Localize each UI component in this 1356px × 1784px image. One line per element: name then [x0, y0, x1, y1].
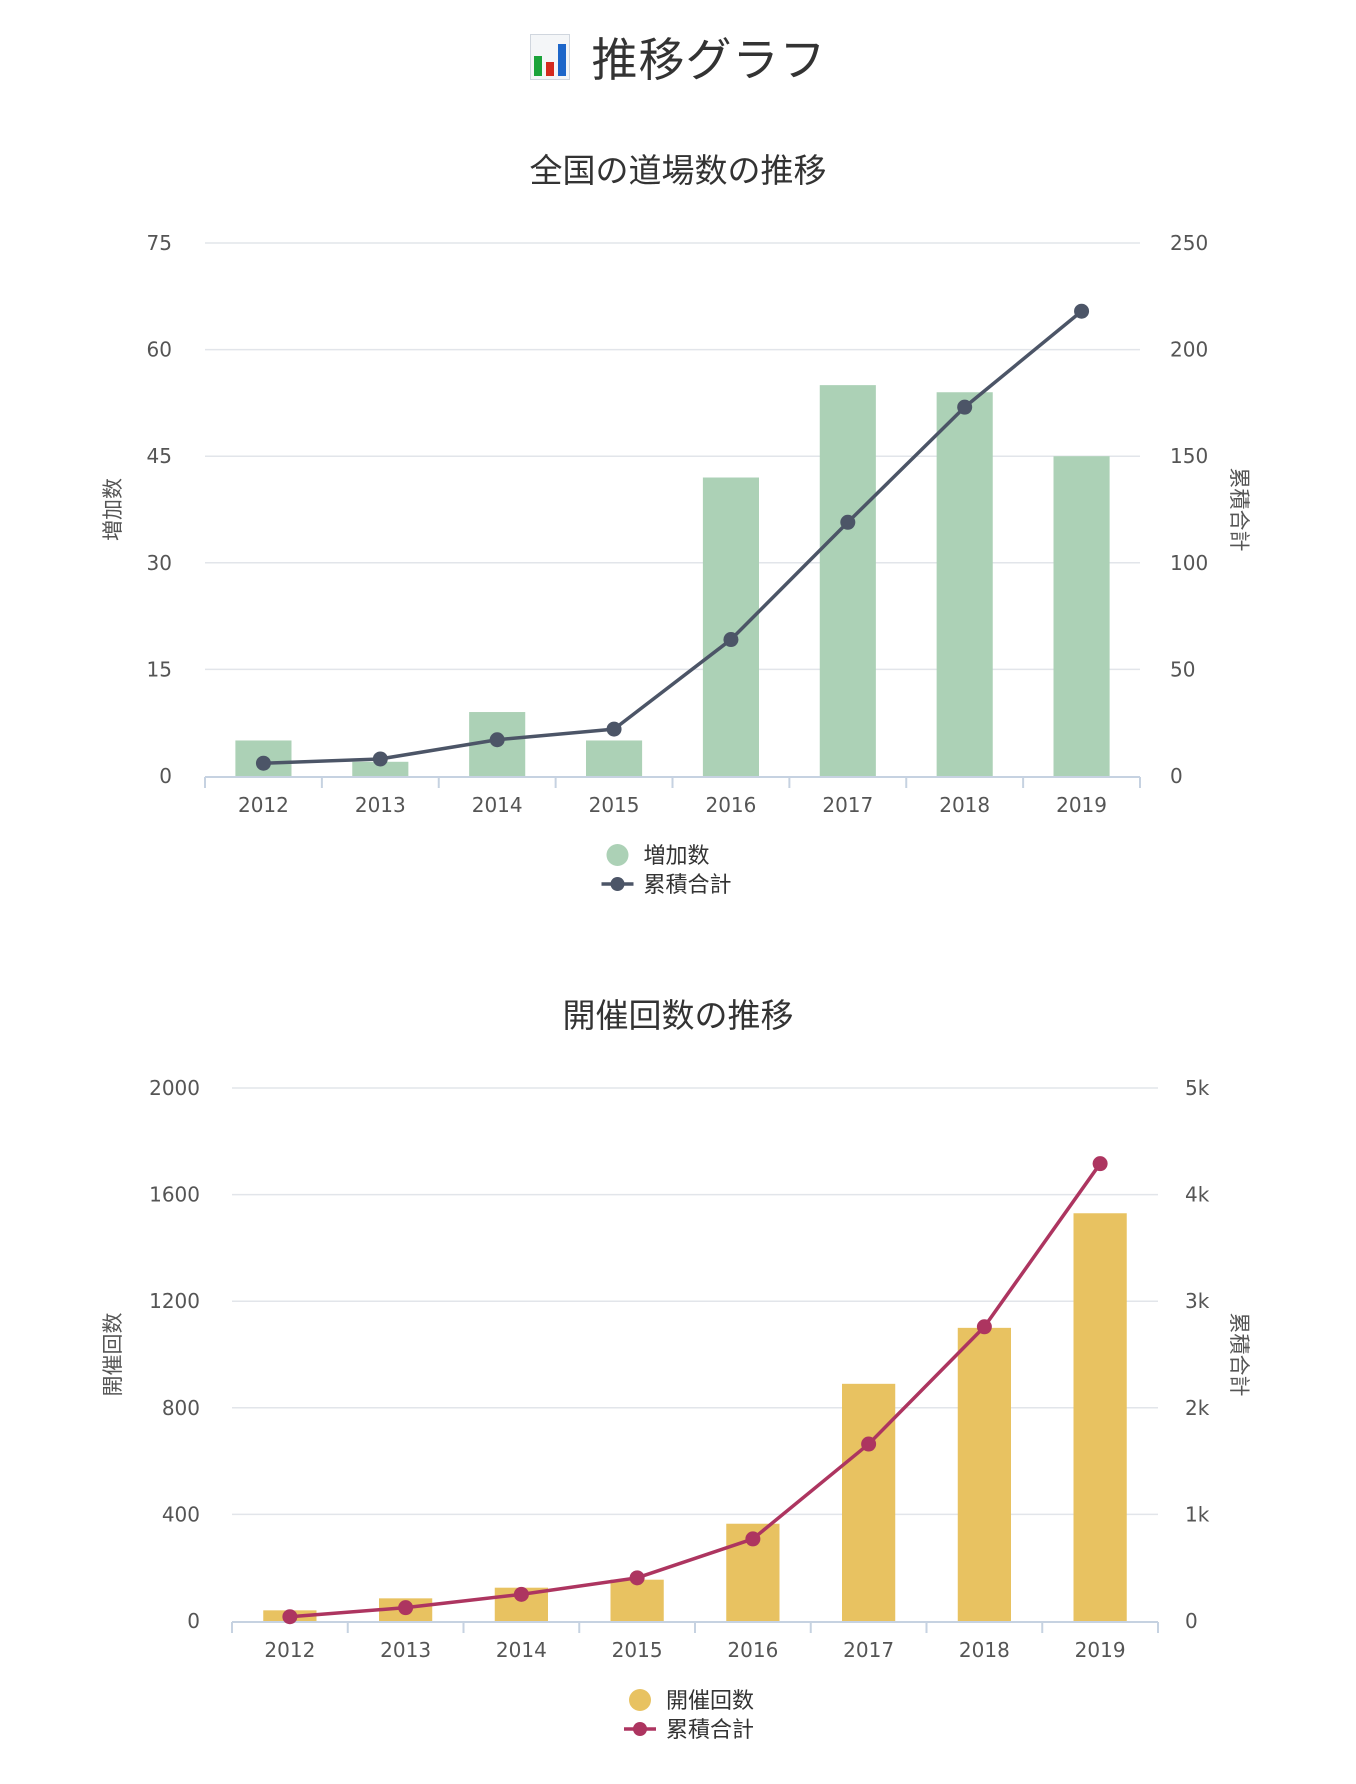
y2-tick-label: 100	[1170, 551, 1208, 575]
legend-line-marker	[610, 877, 625, 891]
x-tick-label: 2016	[705, 793, 756, 817]
legend-bar-swatch	[606, 844, 629, 866]
line-point	[1092, 1156, 1108, 1172]
line-point	[861, 1436, 877, 1452]
x-tick-label: 2016	[727, 1638, 778, 1662]
bar	[610, 1579, 664, 1621]
y-tick-label: 400	[162, 1502, 200, 1526]
y-tick-label: 75	[147, 231, 172, 255]
y2-tick-label: 150	[1170, 444, 1208, 468]
y-tick-label: 60	[147, 338, 172, 362]
series-line	[289, 1162, 1102, 1619]
line-point	[976, 1319, 992, 1335]
line-point	[723, 632, 739, 648]
line-point	[606, 721, 622, 737]
x-tick-label: 2014	[472, 793, 523, 817]
line-point	[840, 514, 856, 530]
legend-bar-label: 開催回数	[666, 1689, 754, 1714]
x-tick-label: 2013	[380, 1638, 431, 1662]
bar	[819, 385, 876, 776]
bar	[1053, 456, 1110, 776]
line-point	[255, 755, 271, 771]
y-tick-label: 2000	[149, 1076, 200, 1100]
y-tick-label: 1200	[149, 1289, 200, 1313]
page-title-group: 推移グラフ	[529, 24, 827, 90]
x-tick-label: 2018	[939, 793, 990, 817]
legend-bar-label: 増加数	[644, 844, 710, 869]
page-title: 推移グラフ	[591, 33, 827, 87]
y-tick-label: 45	[147, 444, 172, 468]
y2-tick-label: 200	[1170, 338, 1208, 362]
x-tick-label: 2014	[496, 1638, 547, 1662]
bar	[352, 761, 409, 776]
y2-tick-label: 250	[1170, 231, 1208, 255]
y2-tick-label: 5k	[1185, 1076, 1210, 1100]
legend-bar-swatch	[629, 1689, 651, 1711]
y-tick-label: 0	[187, 1609, 200, 1633]
line-point	[629, 1570, 645, 1586]
x-tick-label: 2012	[238, 793, 289, 817]
x-tick-label: 2015	[612, 1638, 663, 1662]
bar	[936, 392, 993, 776]
y-tick-label: 1600	[149, 1183, 200, 1207]
y2-axis-title: 累積合計	[1227, 468, 1251, 552]
x-tick-label: 2019	[1056, 793, 1107, 817]
chart-title: 開催回数の推移	[563, 996, 794, 1035]
legend-line-label: 累積合計	[644, 873, 732, 898]
page-header: 推移グラフ	[0, 0, 1356, 110]
y-tick-label: 0	[159, 764, 172, 788]
line-point	[745, 1531, 761, 1547]
y2-tick-label: 1k	[1185, 1502, 1210, 1526]
line-point	[372, 751, 388, 767]
bar	[702, 477, 759, 776]
x-tick-label: 2017	[843, 1638, 894, 1662]
line-point	[1074, 303, 1090, 319]
y2-tick-label: 50	[1170, 657, 1195, 681]
y-tick-label: 30	[147, 551, 172, 575]
chart-title: 全国の道場数の推移	[530, 151, 827, 190]
x-tick-label: 2019	[1075, 1638, 1126, 1662]
x-tick-label: 2013	[355, 793, 406, 817]
line-point	[489, 732, 505, 748]
chart-dojo-count: 全国の道場数の推移 0 0 15 50 30 100 45 150 60 200 75 250 増加数 累積…	[0, 130, 1356, 930]
bar	[586, 740, 643, 776]
x-tick-label: 2015	[589, 793, 640, 817]
y2-tick-label: 2k	[1185, 1396, 1210, 1420]
line-point	[957, 399, 973, 415]
line-point	[513, 1586, 529, 1602]
bar	[1073, 1213, 1127, 1621]
series-line	[263, 309, 1083, 765]
y2-axis-title: 累積合計	[1227, 1313, 1251, 1397]
chart-svg-events: 開催回数の推移 0 0 400 1k 800 2k 1200 3k 1600 4k 2000 5k 開催回…	[101, 996, 1251, 1743]
chart-event-count: 開催回数の推移 0 0 400 1k 800 2k 1200 3k 1600 4k 2000 5k 開催回…	[0, 975, 1356, 1775]
line-point	[282, 1609, 298, 1625]
legend-line-marker	[633, 1722, 647, 1736]
x-tick-label: 2017	[822, 793, 873, 817]
y-axis-title: 増加数	[101, 478, 125, 541]
bar	[842, 1383, 896, 1621]
y2-tick-label: 0	[1185, 1609, 1198, 1633]
legend-line-label: 累積合計	[666, 1718, 754, 1743]
bar-chart-icon	[529, 34, 570, 80]
line-point	[398, 1600, 414, 1616]
y2-tick-label: 4k	[1185, 1183, 1210, 1207]
x-tick-label: 2012	[264, 1638, 315, 1662]
x-tick-label: 2018	[959, 1638, 1010, 1662]
y2-tick-label: 3k	[1185, 1289, 1210, 1313]
y2-tick-label: 0	[1170, 764, 1183, 788]
y-tick-label: 800	[162, 1396, 200, 1420]
y-axis-title: 開催回数	[101, 1313, 125, 1397]
y-tick-label: 15	[147, 657, 172, 681]
bar	[957, 1327, 1011, 1621]
